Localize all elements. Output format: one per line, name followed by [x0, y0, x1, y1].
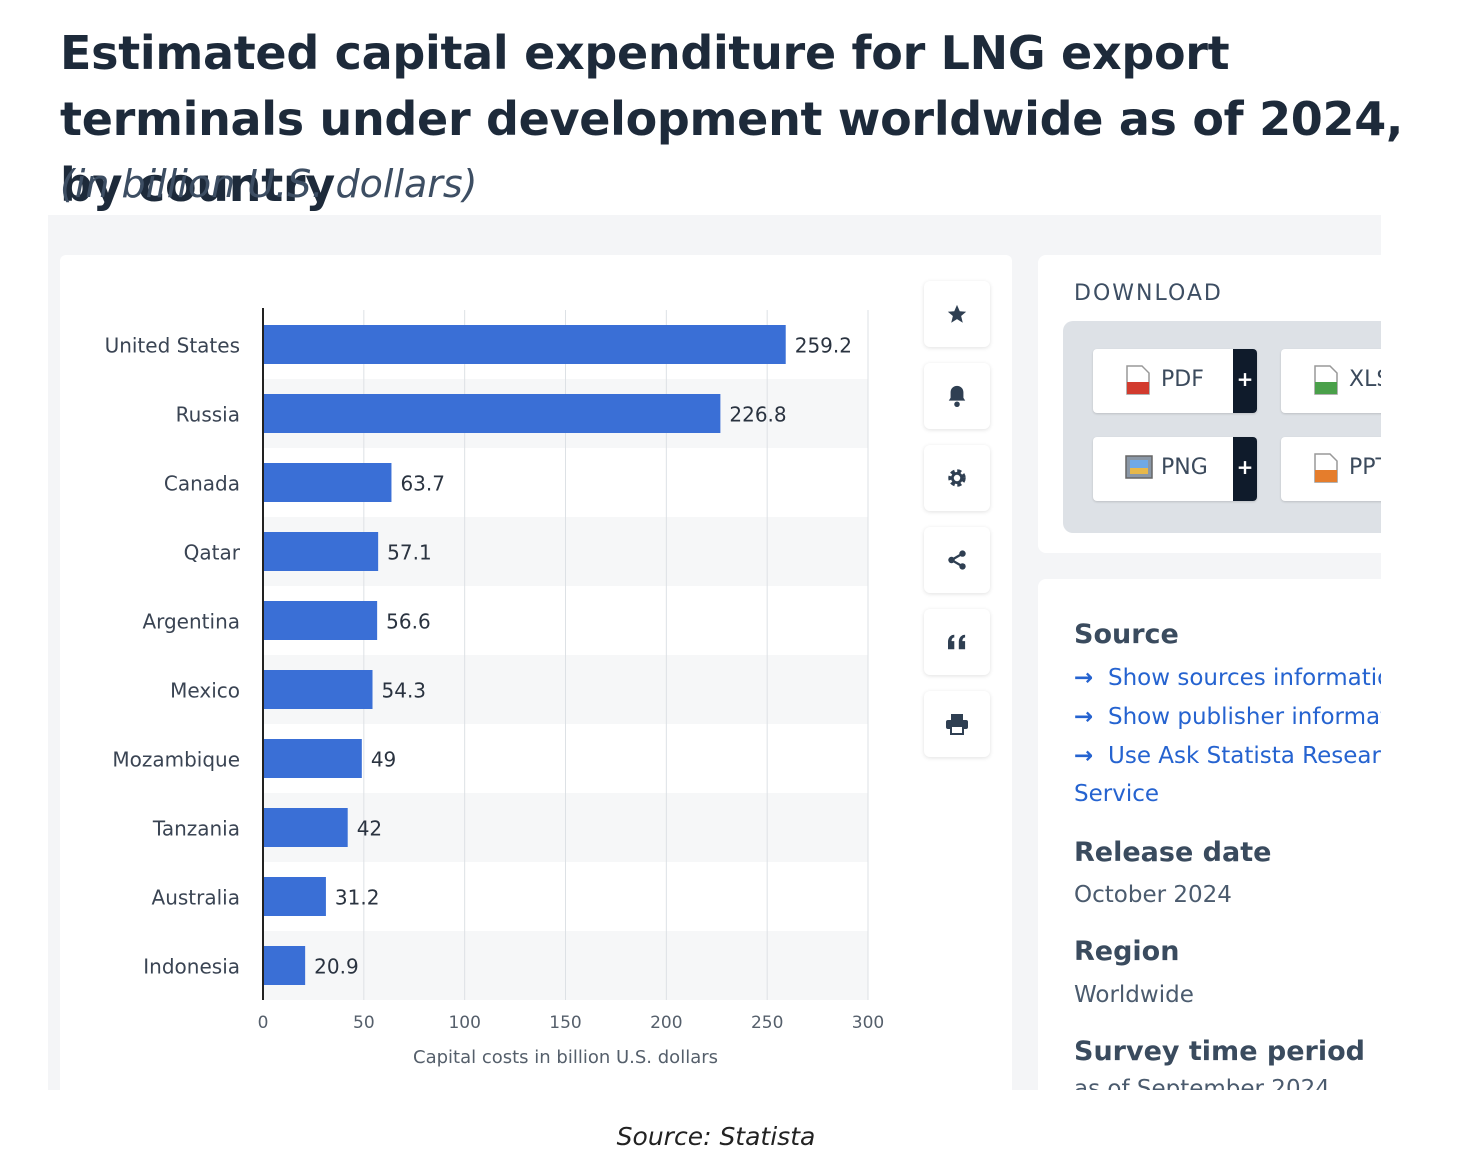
bar [263, 601, 378, 640]
png-file-icon [1125, 455, 1153, 479]
quote-icon [948, 634, 966, 650]
download-options: PDF + XLS PNG + [1063, 321, 1381, 533]
survey-period-value: as of September 2024 [1074, 1076, 1330, 1090]
bar [263, 394, 721, 433]
star-icon [947, 304, 967, 323]
category-label: Australia [152, 886, 240, 910]
data-label: 56.6 [386, 610, 431, 634]
arrow-right-icon: → [1074, 665, 1094, 691]
release-date-heading: Release date [1074, 837, 1272, 868]
statistic-panel: United States 259.2 Russia 226.8 Canada 63.7 Q… [48, 215, 1381, 1090]
category-label: Mozambique [112, 748, 240, 772]
bar [263, 670, 373, 709]
cite-button[interactable] [924, 609, 990, 675]
gear-icon [948, 469, 966, 487]
category-label: United States [105, 334, 240, 358]
data-label: 20.9 [314, 955, 359, 979]
pdf-file-icon [1126, 365, 1150, 395]
download-heading: DOWNLOAD [1074, 281, 1223, 306]
x-tick-label: 250 [751, 1013, 783, 1033]
region-value: Worldwide [1074, 982, 1194, 1008]
release-date-value: October 2024 [1074, 882, 1232, 908]
xls-label: XLS [1349, 367, 1381, 392]
category-label: Indonesia [143, 955, 240, 979]
xls-file-icon [1314, 365, 1338, 395]
category-label: Argentina [142, 610, 240, 634]
x-tick-label: 100 [448, 1013, 480, 1033]
show-sources-link[interactable]: → Show sources information [1074, 665, 1381, 691]
category-label: Tanzania [152, 817, 240, 841]
chart-card: United States 259.2 Russia 226.8 Canada 63.7 Q… [60, 255, 1012, 1090]
pdf-plus-button[interactable]: + [1233, 349, 1257, 413]
bar [263, 739, 362, 778]
x-tick-label: 150 [549, 1013, 581, 1033]
bell-icon [948, 385, 966, 407]
arrow-right-icon: → [1074, 704, 1094, 730]
x-tick-label: 300 [852, 1013, 884, 1033]
share-button[interactable] [924, 527, 990, 593]
download-pdf-button[interactable]: PDF + [1093, 349, 1257, 413]
data-label: 49 [371, 748, 396, 772]
page-subtitle: (in billion U.S. dollars) [60, 162, 478, 206]
bar [263, 463, 392, 502]
page-title: Estimated capital expenditure for LNG ex… [60, 26, 1404, 212]
chart-toolbar [924, 281, 992, 773]
source-caption: Source: Statista [616, 1122, 816, 1151]
png-plus-button[interactable]: + [1233, 437, 1257, 501]
download-panel: DOWNLOAD PDF + XLS [1038, 255, 1381, 553]
data-label: 42 [357, 817, 382, 841]
download-ppt-button[interactable]: PPT [1281, 437, 1381, 501]
print-button[interactable] [924, 691, 990, 757]
ppt-label: PPT [1349, 455, 1381, 480]
survey-period-heading: Survey time period [1074, 1036, 1365, 1067]
bar [263, 325, 786, 364]
statistic-details: Source → Show sources information → Show p… [1038, 579, 1381, 1090]
png-label: PNG [1161, 455, 1208, 480]
category-label: Mexico [170, 679, 240, 703]
x-tick-label: 200 [650, 1013, 682, 1033]
data-label: 259.2 [795, 334, 852, 358]
pdf-label: PDF [1161, 367, 1204, 392]
data-label: 54.3 [382, 679, 427, 703]
category-label: Canada [164, 472, 240, 496]
bar [263, 532, 379, 571]
printer-icon [946, 714, 968, 735]
bar [263, 808, 348, 847]
download-xls-button[interactable]: XLS [1281, 349, 1381, 413]
arrow-right-icon: → [1074, 743, 1094, 769]
share-icon [948, 550, 966, 570]
show-publisher-link[interactable]: →Show publisher information [1074, 704, 1381, 730]
x-axis-title: Capital costs in billion U.S. dollars [413, 1047, 718, 1068]
favorite-button[interactable] [924, 281, 990, 347]
download-png-button[interactable]: PNG + [1093, 437, 1257, 501]
ask-statista-link-continuation[interactable]: Service [1074, 781, 1160, 807]
data-label: 57.1 [387, 541, 432, 565]
bar-chart: United States 259.2 Russia 226.8 Canada 63.7 Q… [105, 308, 884, 1068]
category-label: Russia [176, 403, 240, 427]
region-heading: Region [1074, 936, 1180, 967]
settings-button[interactable] [924, 445, 990, 511]
category-label: Qatar [184, 541, 241, 565]
data-label: 31.2 [335, 886, 380, 910]
x-tick-label: 0 [258, 1013, 269, 1033]
data-label: 226.8 [729, 403, 786, 427]
notification-button[interactable] [924, 363, 990, 429]
source-heading: Source [1074, 619, 1179, 650]
ppt-file-icon [1314, 453, 1338, 483]
data-label: 63.7 [400, 472, 445, 496]
ask-statista-link[interactable]: → Use Ask Statista Research [1074, 743, 1381, 769]
bar [263, 877, 326, 916]
bar [263, 946, 306, 985]
x-tick-label: 50 [353, 1013, 375, 1033]
